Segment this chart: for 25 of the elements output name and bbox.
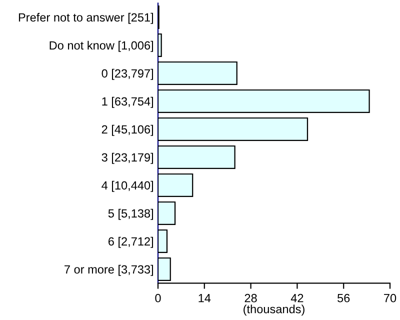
y-tick-label: 3 [23,179] xyxy=(102,152,153,164)
x-tick-label: 42 xyxy=(290,294,304,302)
x-tick-label: 28 xyxy=(244,294,257,302)
x-tick-label: 56 xyxy=(338,294,350,302)
y-tick-label: 5 [5,138] xyxy=(108,208,153,220)
bar xyxy=(158,145,236,169)
y-tick-label: 4 [10,440] xyxy=(102,180,153,192)
bar xyxy=(158,117,308,141)
x-tick-label: 14 xyxy=(198,294,211,302)
bar xyxy=(158,201,176,225)
x-tick-label: 70 xyxy=(384,294,396,302)
y-tick-label: 2 [45,106] xyxy=(102,124,153,136)
y-tick-label: 6 [2,712] xyxy=(108,236,153,248)
bar xyxy=(158,173,194,197)
bar xyxy=(158,61,238,85)
y-tick-label: 7 or more [3,733] xyxy=(64,264,153,276)
x-axis-title: (thousands) xyxy=(244,304,304,316)
y-tick-label: Prefer not to answer [251] xyxy=(18,12,153,24)
bar xyxy=(158,229,168,253)
y-tick-label: Do not know [1,006] xyxy=(50,40,153,52)
x-tick-label: 0 xyxy=(155,294,161,302)
y-tick-label: 0 [23,797] xyxy=(102,68,153,80)
bar xyxy=(158,89,370,113)
bar xyxy=(158,33,162,57)
y-tick-label: 1 [63,754] xyxy=(102,96,153,108)
